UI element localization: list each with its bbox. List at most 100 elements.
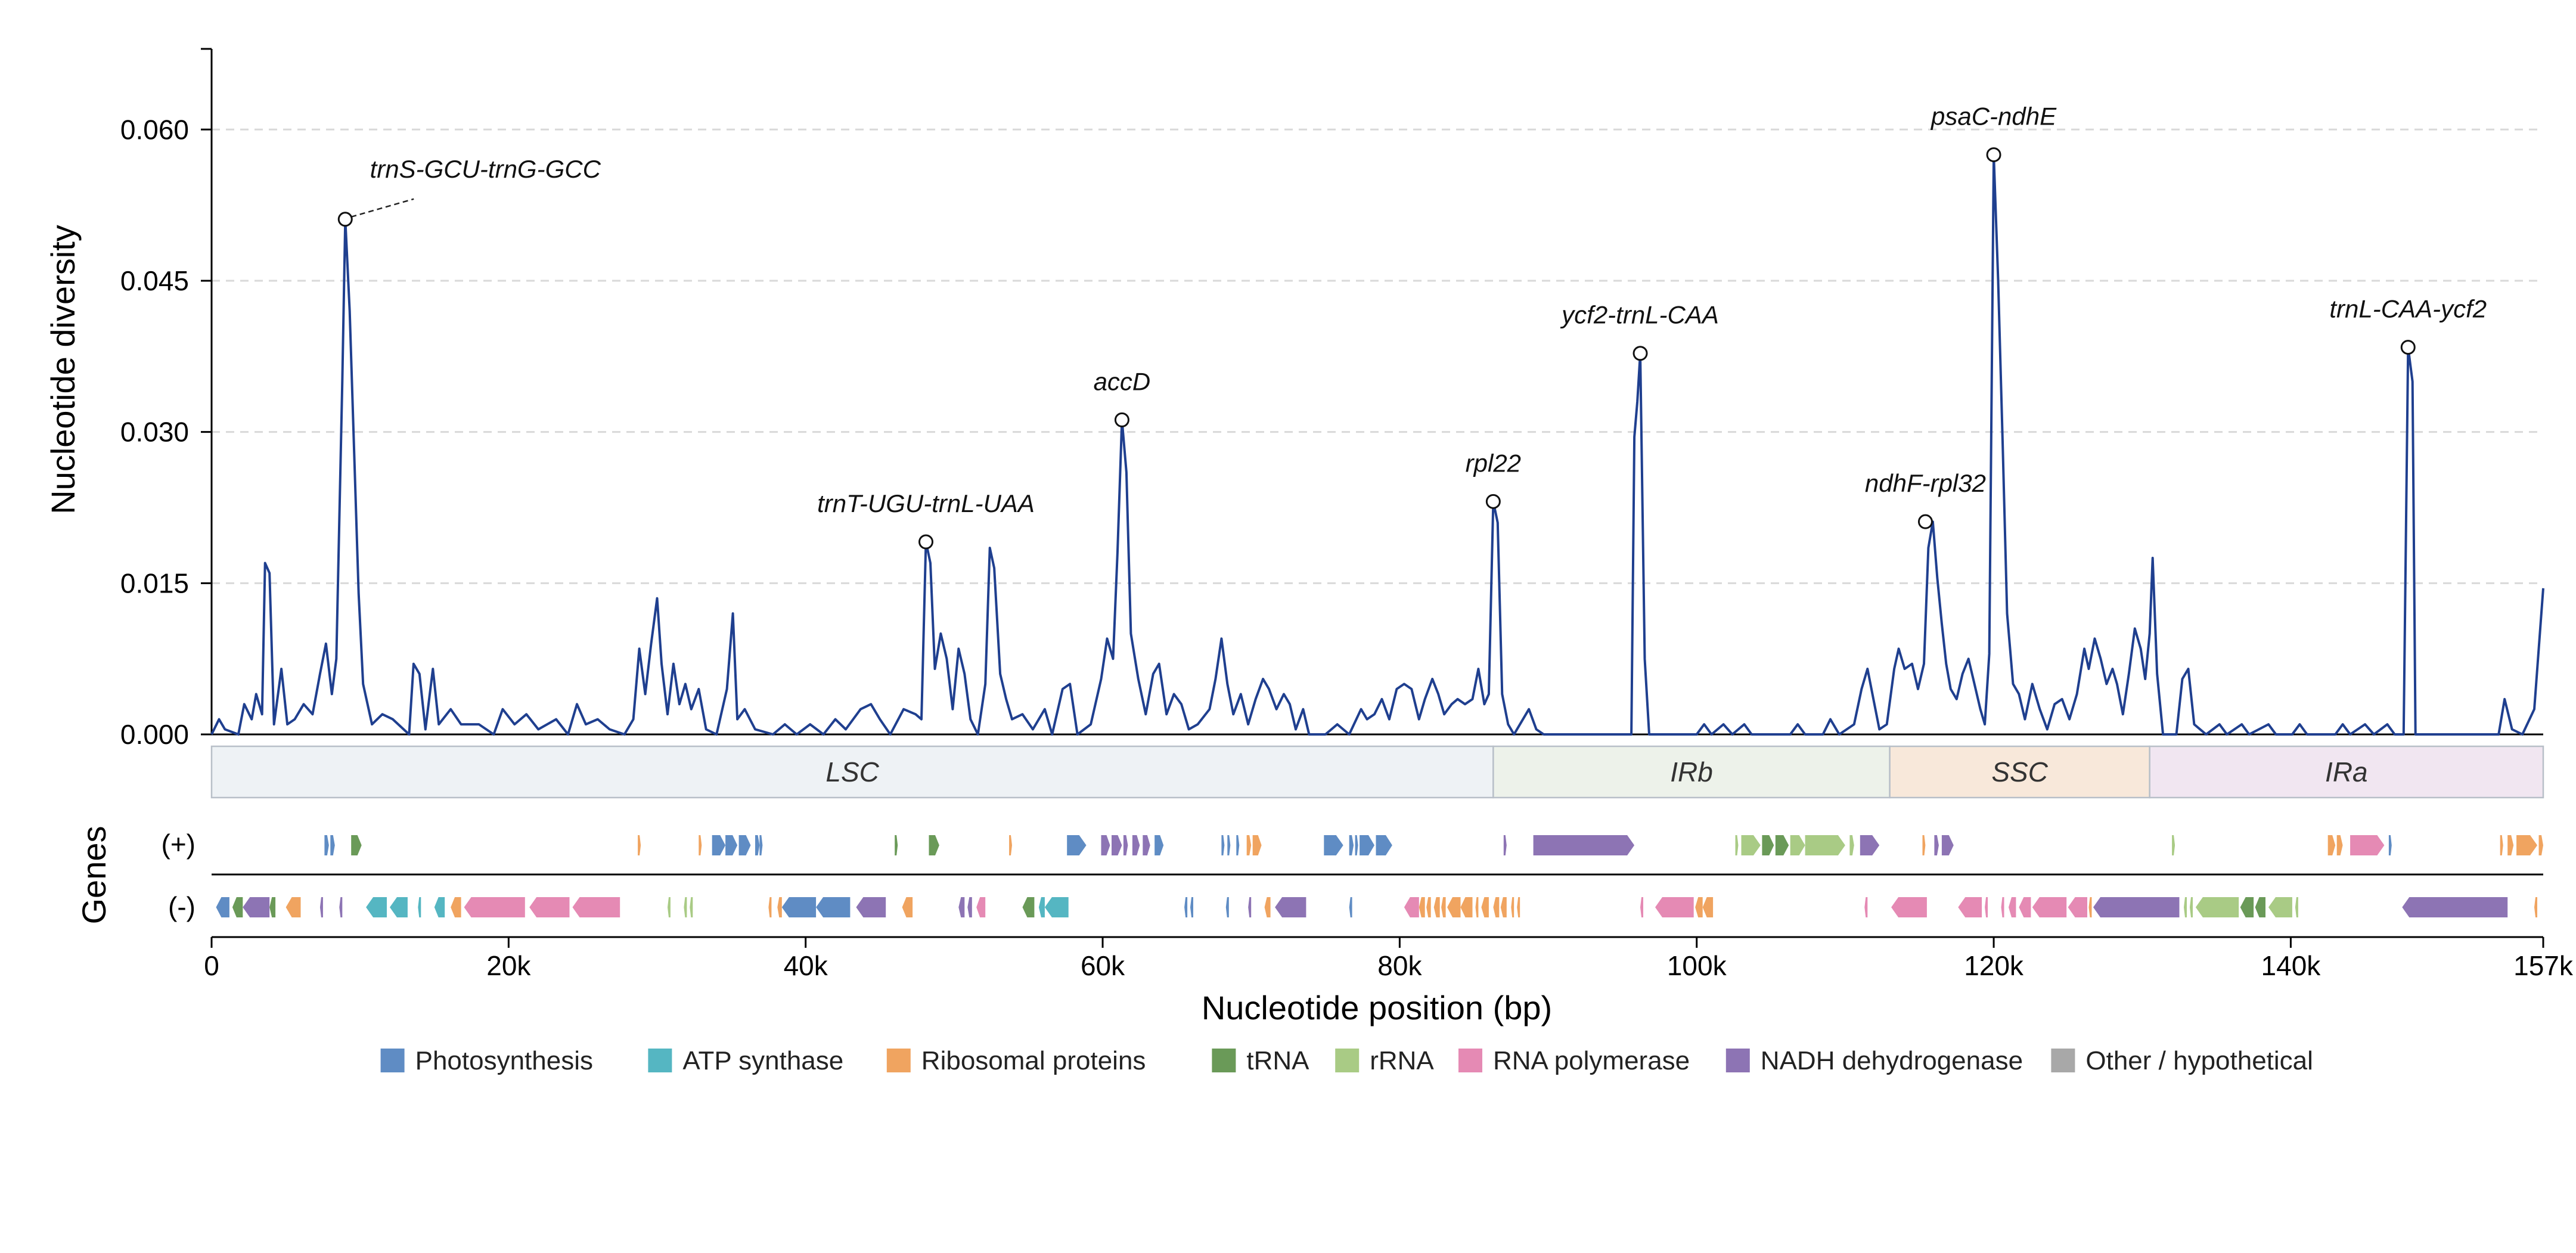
gene-minus <box>1038 897 1045 917</box>
y-axis-title: Nucleotide diversity <box>44 225 82 514</box>
gene-plus <box>1227 835 1231 855</box>
x-tick-label: 60k <box>1081 950 1125 981</box>
peak-marker <box>1917 514 1933 529</box>
gene-track <box>212 835 2543 917</box>
legend: Photosynthesis ATP synthase Ribosomal prot… <box>380 1046 2313 1075</box>
peak-marker <box>1485 494 1501 509</box>
gene-minus <box>1022 897 1035 917</box>
gene-plus <box>1735 835 1739 855</box>
gene-minus <box>856 897 886 917</box>
y-tick-label: 0.060 <box>120 114 189 145</box>
peak-marker <box>337 212 353 227</box>
gene-minus <box>1404 897 1419 917</box>
gene-minus <box>2534 897 2537 917</box>
gene-plus <box>755 835 760 855</box>
gene-plus <box>1934 835 1939 855</box>
gene-track-title: Genes <box>75 826 113 925</box>
gene-plus <box>1143 835 1150 855</box>
gene-plus <box>2172 835 2175 855</box>
region-label: LSC <box>825 756 879 787</box>
legend-swatch <box>2051 1049 2075 1072</box>
gene-minus <box>1891 897 1927 917</box>
x-tick-label: 0 <box>204 950 219 981</box>
gene-minus <box>1447 897 1461 917</box>
gene-plus <box>1922 835 1926 855</box>
legend-label: NADH dehydrogenase <box>1761 1046 2023 1075</box>
peak-label: accD <box>1094 367 1151 395</box>
gene-minus <box>976 897 986 917</box>
gene-minus <box>768 897 772 917</box>
gene-plus <box>351 835 362 855</box>
gene-plus <box>1941 835 1954 855</box>
x-tick-label: 140k <box>2261 950 2321 981</box>
gene-plus <box>1376 835 1392 855</box>
peak-label: ycf2-trnL-CAA <box>1560 301 1719 329</box>
gene-minus <box>451 897 461 917</box>
legend-label: Ribosomal proteins <box>921 1046 1146 1075</box>
gene-plus <box>1112 835 1122 855</box>
region-label: IRb <box>1670 756 1713 787</box>
gene-minus <box>269 897 276 917</box>
region-label: SSC <box>1991 756 2048 787</box>
gene-minus <box>1264 897 1271 917</box>
gene-minus <box>1864 897 1868 917</box>
gene-plus <box>725 835 738 855</box>
gene-minus <box>1985 897 1988 917</box>
gene-plus <box>738 835 751 855</box>
gene-minus <box>1500 897 1507 917</box>
gene-plus <box>1349 835 1354 855</box>
gene-plus <box>2516 835 2537 855</box>
gene-minus <box>1248 897 1252 917</box>
region-bar: LSC IRb SSC IRa <box>210 745 2544 799</box>
gene-plus <box>1236 835 1240 855</box>
gene-plus <box>1355 835 1358 855</box>
gene-minus <box>464 897 525 917</box>
x-tick-label: 157k <box>2513 950 2574 981</box>
gene-plus <box>1246 835 1252 855</box>
gene-minus <box>216 897 229 917</box>
gene-plus-strand-label: (+) <box>162 829 196 860</box>
legend-swatch <box>1725 1049 1750 1072</box>
legend-swatch <box>1458 1049 1482 1072</box>
gene-plus <box>759 835 763 855</box>
gene-minus <box>2240 897 2254 917</box>
gene-plus <box>2350 835 2385 855</box>
peak-label: trnL-CAA-ycf2 <box>2329 295 2487 323</box>
gene-minus <box>2009 897 2016 917</box>
axes: 0.000 0.015 0.030 0.045 0.060 0 20k 40k 60k 80k 10… <box>120 48 2574 981</box>
gene-minus <box>777 897 782 917</box>
gene-minus <box>1419 897 1425 917</box>
gene-minus <box>1655 897 1694 917</box>
legend-label: ATP synthase <box>682 1046 843 1075</box>
gene-minus <box>967 897 972 917</box>
peak-marker <box>2400 340 2416 355</box>
gene-plus <box>1132 835 1140 855</box>
gene-plus <box>2538 835 2543 855</box>
gene-plus <box>1503 835 1507 855</box>
gene-plus <box>2507 835 2514 855</box>
gene-minus <box>366 897 387 917</box>
peak-marker <box>1986 147 2001 163</box>
peak-label: rpl22 <box>1466 449 1521 477</box>
gene-plus <box>1775 835 1789 855</box>
gene-minus <box>1958 897 1982 917</box>
gene-plus <box>2500 835 2503 855</box>
region-label: IRa <box>2325 756 2368 787</box>
gene-minus <box>572 897 620 917</box>
legend-swatch <box>380 1049 405 1072</box>
gene-minus <box>668 897 671 917</box>
gene-plus <box>1123 835 1128 855</box>
gene-minus <box>529 897 570 917</box>
gene-plus <box>1252 835 1262 855</box>
peak-leader-line <box>350 198 414 218</box>
gene-plus <box>1067 835 1087 855</box>
gene-plus <box>699 835 702 855</box>
gene-minus <box>2268 897 2292 917</box>
gene-minus <box>1190 897 1193 917</box>
gene-plus <box>1849 835 1854 855</box>
legend-swatch <box>1212 1049 1236 1072</box>
gene-minus <box>232 897 243 917</box>
gene-minus <box>1511 897 1514 917</box>
gene-minus <box>781 897 817 917</box>
